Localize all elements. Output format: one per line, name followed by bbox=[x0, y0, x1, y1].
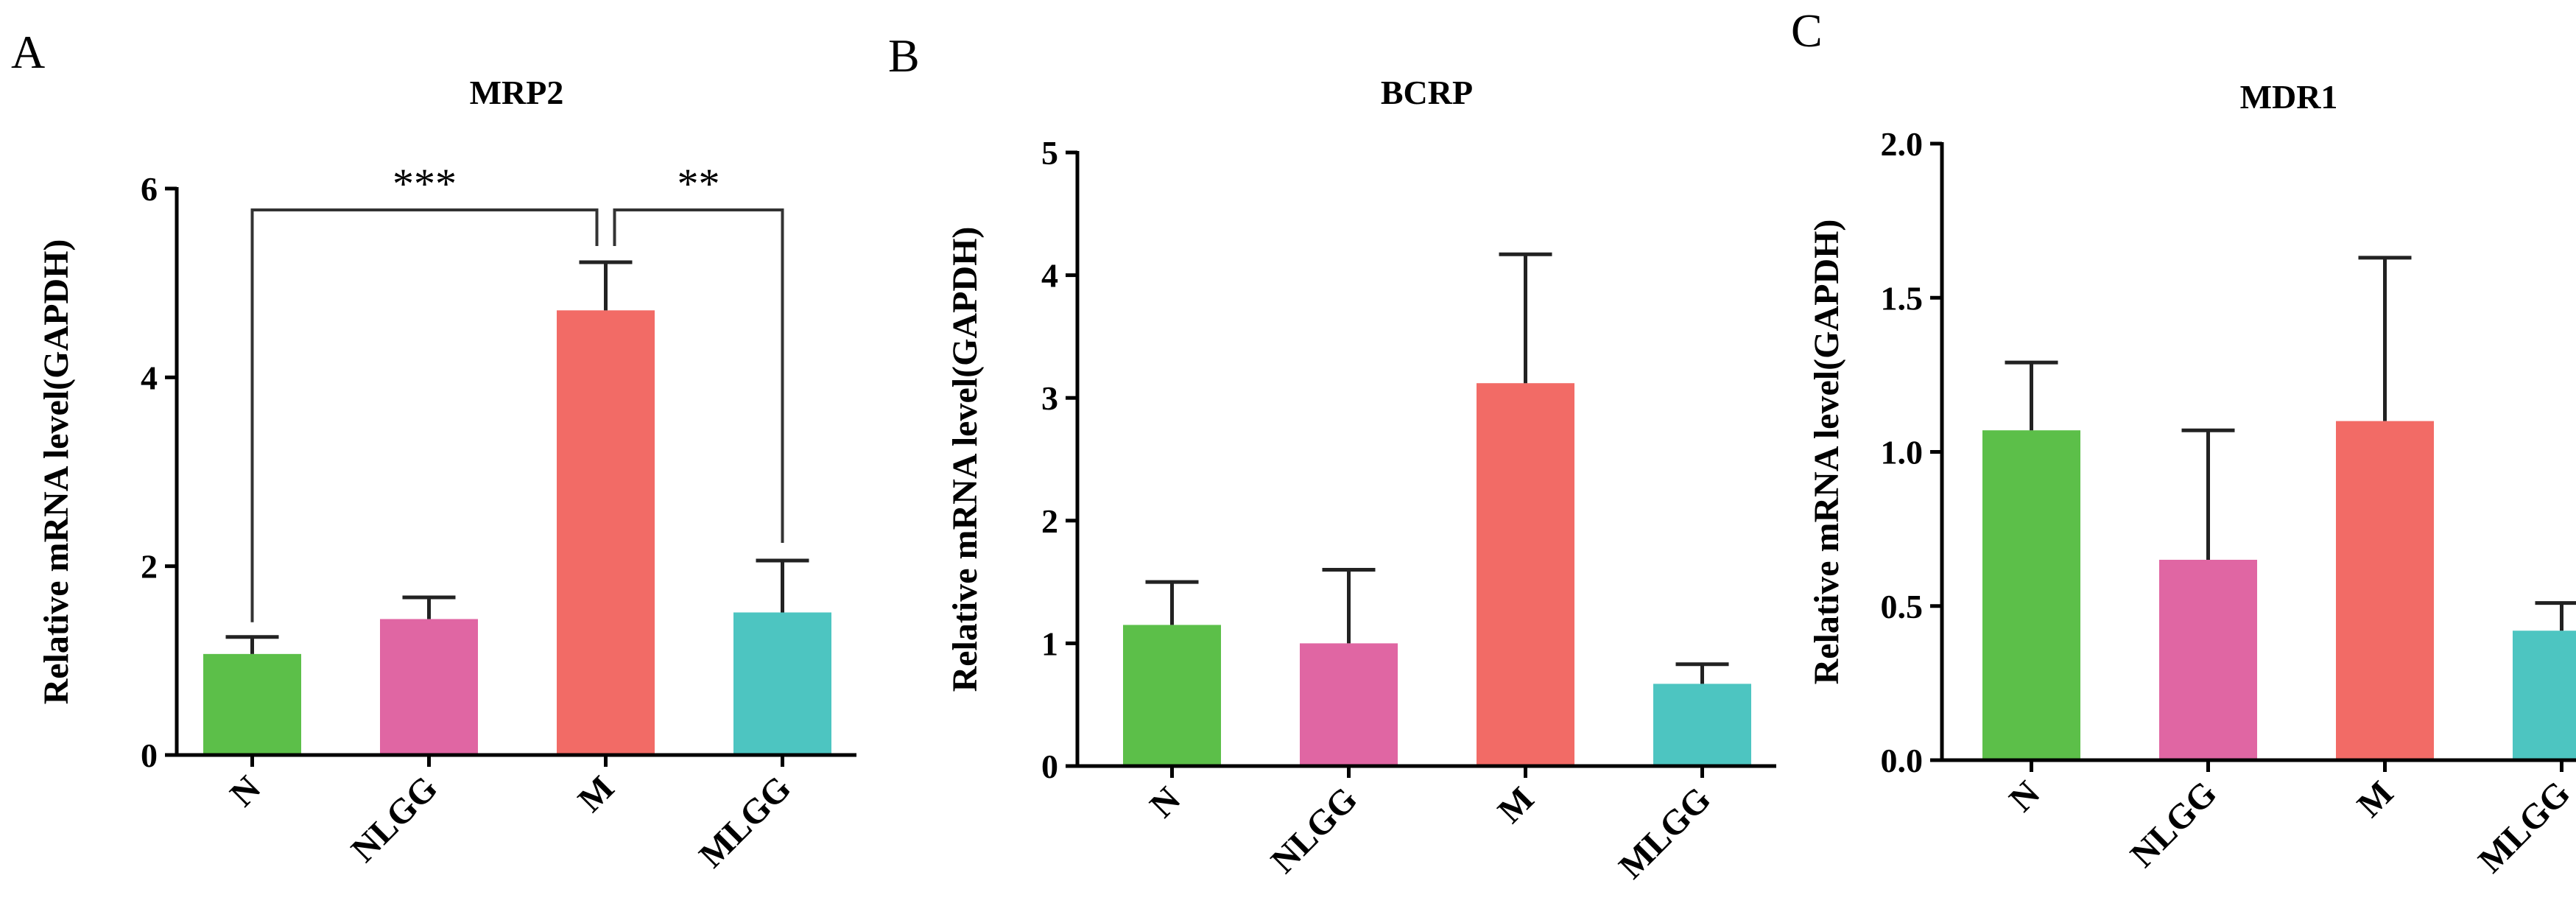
bar-m bbox=[2336, 421, 2434, 760]
bar-n bbox=[1123, 625, 1221, 766]
bar-m bbox=[557, 310, 655, 756]
panel-label: A bbox=[11, 26, 45, 78]
y-tick-label: 4 bbox=[1041, 257, 1058, 295]
y-axis-title: Relative mRNA level(GAPDH) bbox=[1807, 220, 1846, 685]
x-tick-label-m: M bbox=[2350, 773, 2401, 825]
chart-panel-c: C MDR1 Relative mRNA level(GAPDH) 0.0 0.5 1.0… bbox=[1791, 4, 2576, 880]
y-tick-label: 5 bbox=[1041, 134, 1058, 172]
significance-bracket bbox=[250, 208, 599, 622]
bracket-line bbox=[250, 208, 599, 622]
x-tick-label-m: M bbox=[571, 768, 622, 820]
bar-nlgg bbox=[2159, 559, 2257, 760]
panel-label: C bbox=[1791, 4, 1823, 57]
bar-nlgg bbox=[380, 619, 478, 755]
error-bar-mlgg bbox=[756, 558, 809, 613]
x-tick-label-nlgg: NLGG bbox=[1264, 779, 1365, 880]
chart-panel-b: B BCRP Relative mRNA level(GAPDH) 0 1 2 3 4 5 N NL… bbox=[888, 29, 1776, 886]
x-tick-label-m: M bbox=[1491, 779, 1542, 831]
bar-n bbox=[203, 653, 301, 755]
significance-label: *** bbox=[393, 160, 457, 208]
error-bar-nlgg bbox=[1322, 567, 1376, 644]
bar-m bbox=[1477, 383, 1574, 766]
error-bar-nlgg bbox=[2181, 428, 2235, 560]
significance-bracket bbox=[613, 208, 784, 543]
x-tick-label-n: N bbox=[2002, 773, 2047, 819]
bar-mlgg bbox=[1653, 684, 1751, 766]
y-axis-title: Relative mRNA level(GAPDH) bbox=[946, 227, 985, 692]
error-bar-m bbox=[2358, 256, 2412, 421]
bar-mlgg bbox=[2513, 631, 2576, 760]
error-bar-n bbox=[2005, 360, 2058, 431]
error-bar-m bbox=[579, 260, 633, 311]
error-bar-nlgg bbox=[402, 595, 456, 619]
x-tick-label-mlgg: MLGG bbox=[2471, 773, 2576, 880]
y-axis-title: Relative mRNA level(GAPDH) bbox=[37, 239, 76, 705]
error-bar-m bbox=[1499, 252, 1552, 384]
x-tick-label-n: N bbox=[1142, 779, 1188, 825]
error-bar-mlgg bbox=[2535, 601, 2576, 631]
x-tick-label-n: N bbox=[222, 768, 268, 814]
error-bar-n bbox=[225, 635, 279, 654]
bar-mlgg bbox=[733, 612, 831, 755]
y-tick-label: 2 bbox=[1041, 502, 1058, 540]
significance-label: ** bbox=[678, 160, 720, 208]
chart-title: BCRP bbox=[1381, 74, 1473, 111]
y-tick-label: 2.0 bbox=[1881, 125, 1924, 163]
y-tick-label: 1.5 bbox=[1881, 279, 1924, 317]
chart-title: MDR1 bbox=[2240, 78, 2338, 116]
y-tick-label: 6 bbox=[141, 170, 158, 208]
y-tick-label: 0 bbox=[141, 737, 158, 774]
y-tick-label: 0 bbox=[1041, 748, 1058, 785]
y-tick-label: 0.0 bbox=[1881, 742, 1924, 779]
y-tick-label: 2 bbox=[141, 548, 158, 586]
x-tick-label-mlgg: MLGG bbox=[1611, 779, 1718, 886]
error-bar-n bbox=[1145, 580, 1199, 625]
panel-label: B bbox=[888, 29, 920, 82]
bar-n bbox=[1982, 430, 2080, 760]
x-tick-label-mlgg: MLGG bbox=[691, 768, 798, 875]
bracket-line bbox=[613, 208, 784, 543]
y-tick-label: 3 bbox=[1041, 379, 1058, 417]
chart-panel-a: A MRP2 Relative mRNA level(GAPDH) 0 2 4 6 N NLGG… bbox=[11, 26, 856, 875]
y-tick-label: 4 bbox=[141, 359, 158, 396]
y-tick-label: 1 bbox=[1041, 625, 1058, 662]
chart-title: MRP2 bbox=[470, 74, 564, 111]
error-bar-mlgg bbox=[1675, 662, 1729, 684]
x-tick-label-nlgg: NLGG bbox=[344, 768, 445, 869]
x-tick-label-nlgg: NLGG bbox=[2123, 773, 2224, 874]
y-tick-label: 1.0 bbox=[1881, 434, 1924, 471]
bar-nlgg bbox=[1300, 643, 1398, 766]
y-tick-label: 0.5 bbox=[1881, 588, 1924, 625]
